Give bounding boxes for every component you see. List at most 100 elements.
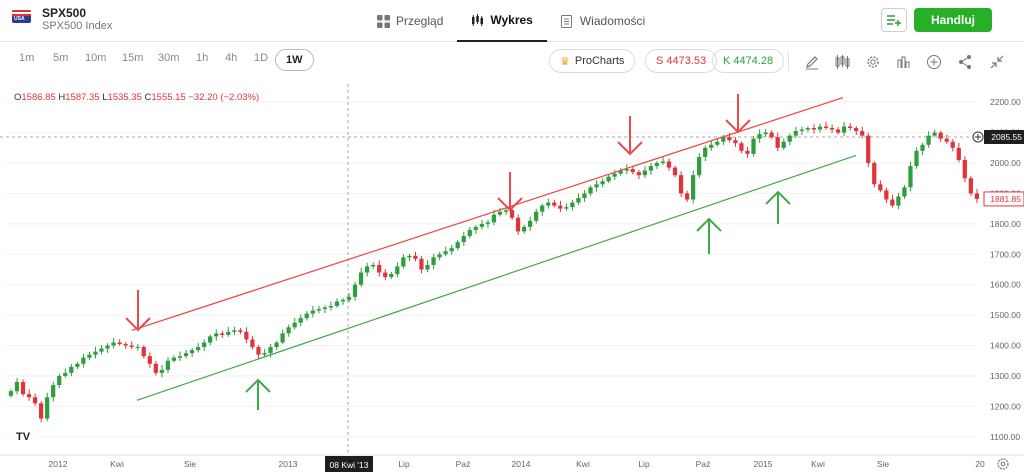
x-tick-label: 2015 bbox=[754, 459, 773, 469]
candle-body bbox=[201, 342, 207, 348]
buy-price-button[interactable]: K 4474.28 bbox=[712, 49, 785, 73]
svg-text:2085.55: 2085.55 bbox=[991, 132, 1022, 142]
candle-body bbox=[346, 296, 352, 300]
candle-body bbox=[425, 264, 430, 270]
candle-body bbox=[75, 363, 80, 367]
candle-body bbox=[920, 144, 925, 151]
candle-body bbox=[322, 307, 327, 310]
candle-body bbox=[111, 342, 116, 346]
candle-body bbox=[334, 301, 340, 306]
candle-body bbox=[437, 254, 442, 258]
svg-text:08 Kwi '13: 08 Kwi '13 bbox=[330, 460, 369, 470]
candle-body bbox=[896, 196, 901, 206]
candle-body bbox=[99, 348, 104, 352]
candle-body bbox=[395, 266, 400, 275]
y-tick-label: 1800.00 bbox=[990, 219, 1021, 229]
plus-circle-icon[interactable] bbox=[926, 54, 942, 70]
instrument-header: USA SPX500 SPX500 Index Przegląd Wykres … bbox=[0, 0, 1024, 42]
candle-body bbox=[485, 222, 490, 224]
candle-body bbox=[570, 202, 575, 208]
candle-body bbox=[358, 272, 364, 285]
candle-body bbox=[697, 156, 702, 176]
candle-body bbox=[823, 126, 829, 129]
candle-body bbox=[552, 202, 557, 206]
candle-body bbox=[292, 322, 297, 328]
gear-icon[interactable] bbox=[865, 54, 881, 70]
procharts-button[interactable]: ♛ ProCharts bbox=[549, 49, 636, 73]
tab-overview[interactable]: Przegląd bbox=[363, 0, 457, 42]
candle-body bbox=[310, 310, 315, 314]
x-tick-label: Lip bbox=[638, 459, 650, 469]
candle-body bbox=[666, 161, 672, 168]
trade-button[interactable]: Handluj bbox=[914, 8, 992, 32]
add-to-watchlist-button[interactable] bbox=[881, 8, 907, 32]
candle-body bbox=[407, 255, 412, 258]
timeframe-5m[interactable]: 5m bbox=[53, 52, 69, 64]
candle-body bbox=[26, 394, 32, 398]
main-tabs: Przegląd Wykres Wiadomości bbox=[363, 0, 659, 42]
candle-body bbox=[624, 169, 629, 171]
instrument-symbol: SPX500 bbox=[42, 6, 87, 20]
timeframe-10m[interactable]: 10m bbox=[85, 52, 107, 64]
timeframe-1h[interactable]: 1h bbox=[196, 52, 209, 64]
candle-body bbox=[727, 137, 732, 141]
arrow-down-icon bbox=[617, 116, 643, 156]
bar-chart-icon[interactable] bbox=[896, 54, 912, 70]
candle-body bbox=[57, 375, 62, 386]
crown-icon: ♛ bbox=[560, 55, 570, 68]
tab-overview-label: Przegląd bbox=[396, 14, 444, 28]
tab-news[interactable]: Wiadomości bbox=[547, 0, 659, 42]
candle-body bbox=[340, 299, 346, 302]
candle-body bbox=[45, 397, 50, 419]
x-tick-label: Lip bbox=[398, 459, 410, 469]
candle-body bbox=[684, 193, 690, 200]
candle-body bbox=[461, 236, 466, 243]
candle-body bbox=[159, 369, 164, 373]
timeframe-1m[interactable]: 1m bbox=[19, 52, 35, 64]
candle-body bbox=[38, 403, 44, 419]
candle-body bbox=[618, 170, 623, 174]
timeframe-4h[interactable]: 4h bbox=[225, 52, 238, 64]
timeframe-1d[interactable]: 1D bbox=[254, 52, 269, 64]
x-tick-label: Sie bbox=[877, 459, 890, 469]
grid-icon bbox=[377, 14, 390, 28]
news-icon bbox=[560, 14, 572, 28]
axis-settings-icon[interactable] bbox=[997, 458, 1009, 470]
timeframe-1w[interactable]: 1W bbox=[275, 49, 314, 71]
candle-body bbox=[286, 327, 291, 334]
candle-body bbox=[709, 144, 714, 148]
candle-body bbox=[8, 391, 14, 396]
candle-body bbox=[268, 347, 273, 354]
candle-body bbox=[938, 132, 943, 139]
x-axis: 2012 Kwi Sie 2013 Lip Paź 2014 Kwi Lip Paź 2015 Kwi… bbox=[0, 454, 1024, 469]
candle-body bbox=[153, 363, 158, 373]
candle-body bbox=[479, 223, 484, 227]
candle-body bbox=[87, 354, 92, 358]
upper-channel-line bbox=[131, 97, 844, 331]
tab-chart[interactable]: Wykres bbox=[457, 0, 547, 42]
timeframe-15m[interactable]: 15m bbox=[122, 52, 144, 64]
candle-body bbox=[793, 131, 798, 136]
candle-body bbox=[491, 214, 497, 223]
y-tick-label: 1200.00 bbox=[990, 401, 1021, 411]
add-to-list-icon bbox=[887, 15, 901, 26]
share-icon[interactable] bbox=[957, 54, 973, 70]
candle-body bbox=[715, 141, 720, 145]
tab-news-label: Wiadomości bbox=[579, 14, 646, 28]
candle-body bbox=[799, 129, 804, 132]
candles-icon bbox=[472, 13, 484, 26]
y-tick-label: 1600.00 bbox=[990, 280, 1021, 290]
tab-chart-label: Wykres bbox=[490, 13, 533, 27]
candle-body bbox=[51, 385, 56, 398]
sell-price-button[interactable]: S 4473.53 bbox=[645, 49, 718, 73]
indicators-icon[interactable] bbox=[834, 54, 850, 70]
collapse-icon[interactable] bbox=[989, 54, 1005, 70]
pencil-icon[interactable] bbox=[804, 54, 820, 70]
timeframe-30m[interactable]: 30m bbox=[158, 52, 180, 64]
candle-body bbox=[672, 167, 678, 176]
candle-body bbox=[841, 126, 847, 133]
candle-body bbox=[847, 126, 853, 129]
candle-body bbox=[129, 345, 134, 348]
candle-body bbox=[564, 207, 569, 209]
price-chart[interactable]: 2200.002100.002000.001900.001800.001700.… bbox=[0, 84, 1024, 473]
